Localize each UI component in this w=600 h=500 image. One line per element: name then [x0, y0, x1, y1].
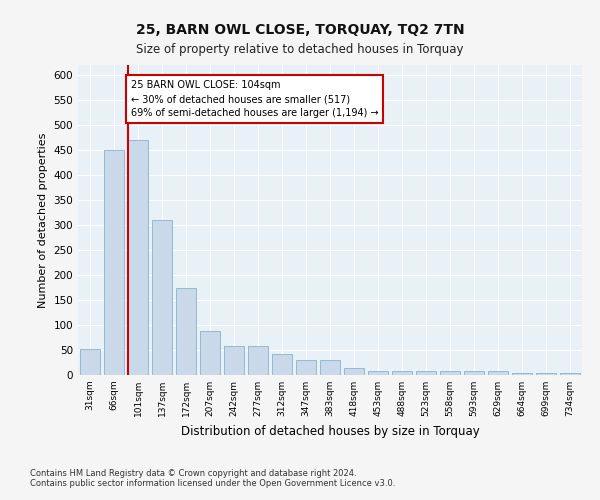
Text: Contains public sector information licensed under the Open Government Licence v3: Contains public sector information licen… — [30, 479, 395, 488]
Bar — [488, 371, 508, 375]
Bar — [224, 346, 244, 375]
Bar — [296, 360, 316, 375]
Bar — [152, 220, 172, 375]
X-axis label: Distribution of detached houses by size in Torquay: Distribution of detached houses by size … — [181, 424, 479, 438]
Bar — [200, 331, 220, 375]
Bar — [80, 349, 100, 375]
Bar — [512, 373, 532, 375]
Bar — [560, 373, 580, 375]
Bar — [344, 368, 364, 375]
Bar — [272, 354, 292, 375]
Bar — [416, 371, 436, 375]
Bar — [536, 373, 556, 375]
Y-axis label: Number of detached properties: Number of detached properties — [38, 132, 48, 308]
Text: Contains HM Land Registry data © Crown copyright and database right 2024.: Contains HM Land Registry data © Crown c… — [30, 469, 356, 478]
Bar — [320, 360, 340, 375]
Bar — [176, 288, 196, 375]
Bar — [440, 370, 460, 375]
Bar — [392, 371, 412, 375]
Bar — [464, 371, 484, 375]
Bar — [104, 150, 124, 375]
Bar — [368, 370, 388, 375]
Text: 25 BARN OWL CLOSE: 104sqm
← 30% of detached houses are smaller (517)
69% of semi: 25 BARN OWL CLOSE: 104sqm ← 30% of detac… — [131, 80, 379, 118]
Text: Size of property relative to detached houses in Torquay: Size of property relative to detached ho… — [136, 42, 464, 56]
Bar — [248, 346, 268, 375]
Text: 25, BARN OWL CLOSE, TORQUAY, TQ2 7TN: 25, BARN OWL CLOSE, TORQUAY, TQ2 7TN — [136, 22, 464, 36]
Bar — [128, 140, 148, 375]
